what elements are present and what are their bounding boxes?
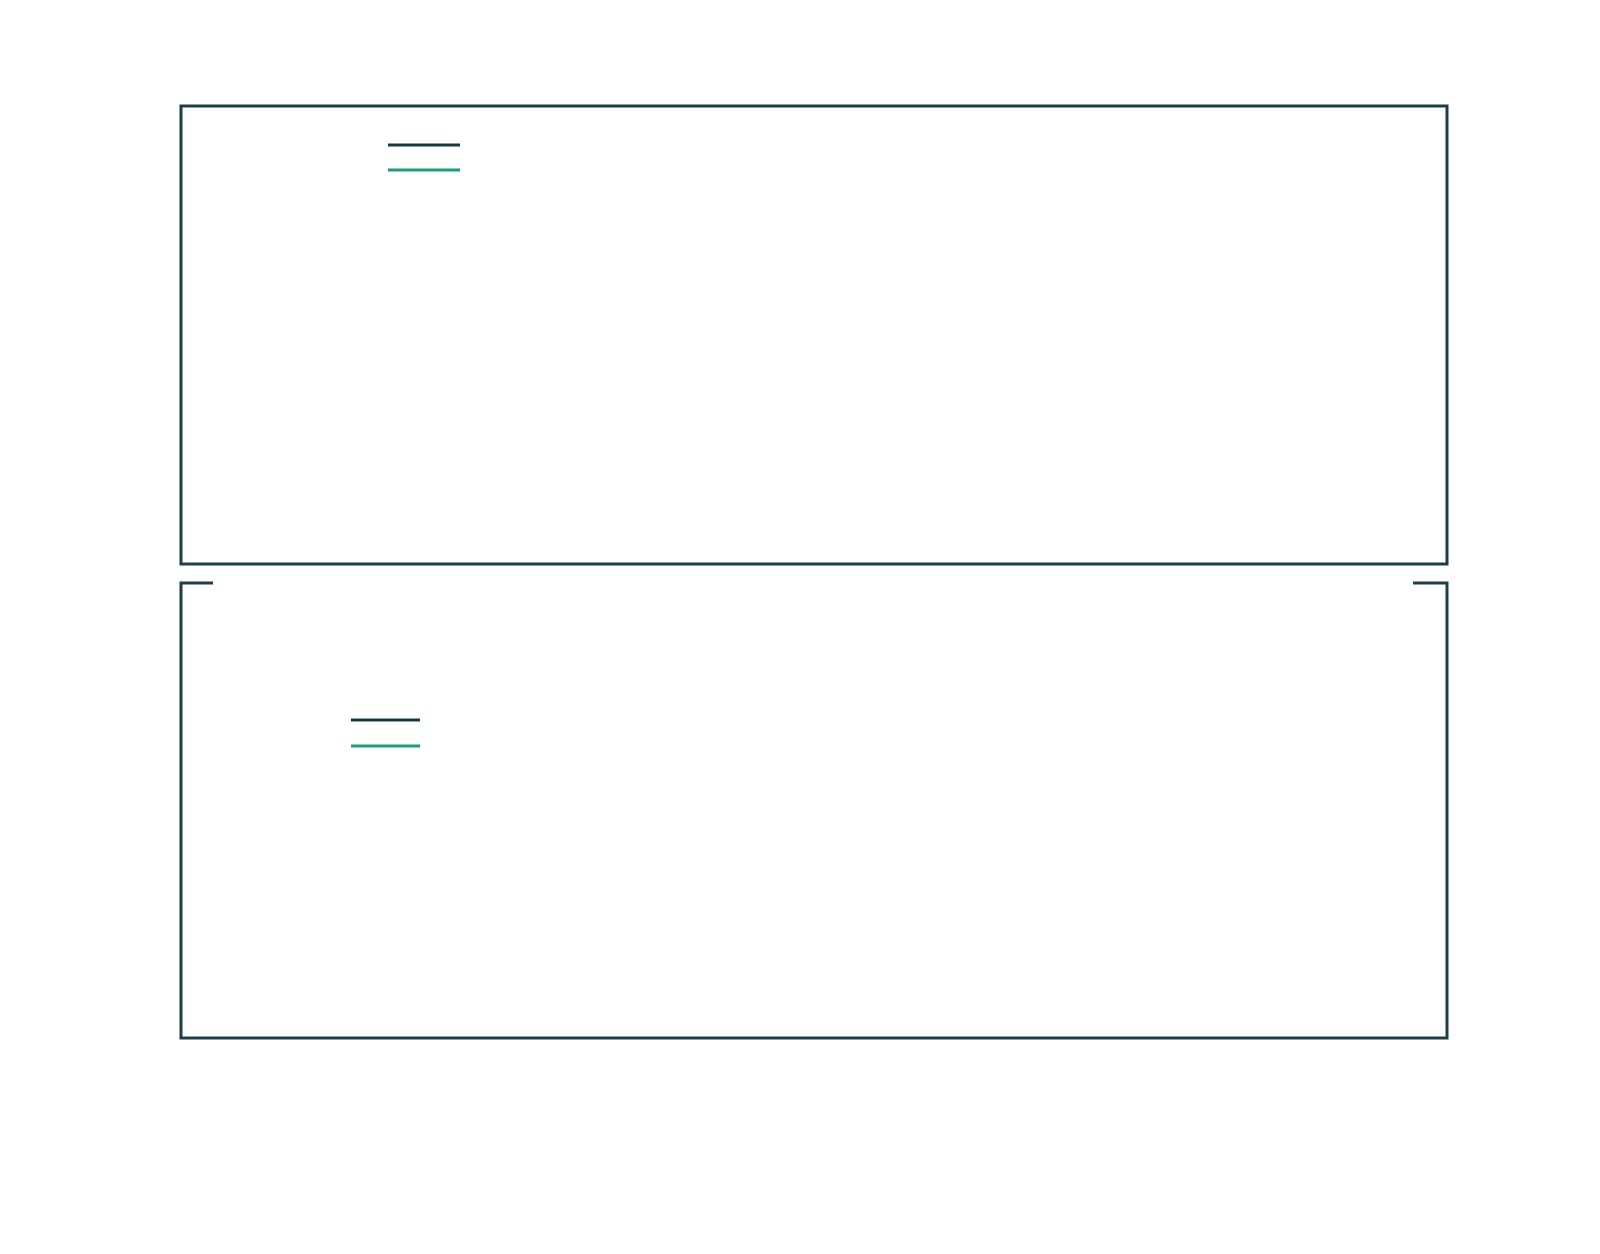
top-panel-frame bbox=[179, 104, 1449, 566]
top-panel bbox=[179, 104, 1449, 566]
bottom-panel-frame-left bbox=[179, 581, 1449, 1040]
bottom-panel bbox=[179, 581, 1449, 1040]
